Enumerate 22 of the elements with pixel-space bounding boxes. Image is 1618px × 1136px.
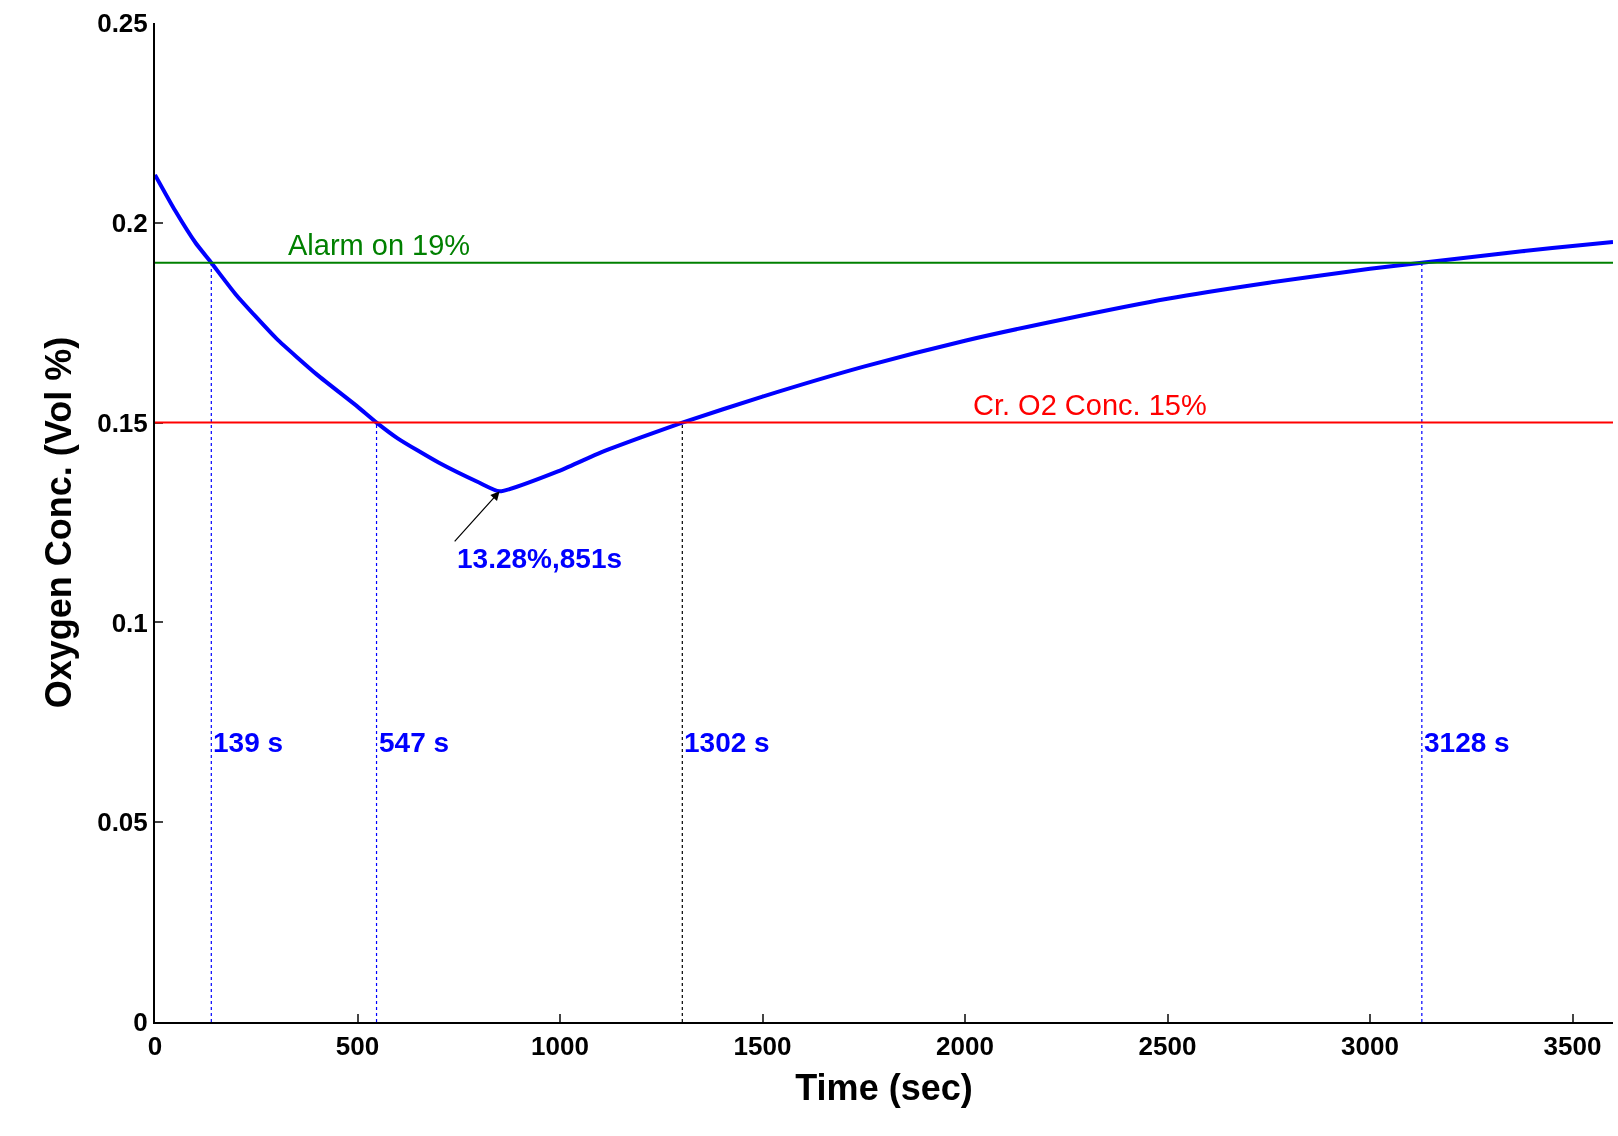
y-tick-label: 0.2: [111, 207, 148, 238]
y-tick-label: 0.05: [97, 807, 148, 838]
x-tick-label: 2500: [1138, 1031, 1197, 1062]
annotation: 547 s: [379, 727, 450, 758]
annotation: 139 s: [213, 727, 284, 758]
annotation: 3128 s: [1424, 727, 1510, 758]
annotation: 13.28%,851s: [457, 543, 623, 574]
x-tick-label: 3000: [1341, 1031, 1399, 1062]
y-tick-label: 0.15: [97, 407, 148, 438]
ref-line-label: Alarm on 19%: [288, 229, 471, 261]
x-tick-label: 1500: [733, 1031, 792, 1062]
y-tick-label: 0.1: [111, 607, 148, 638]
y-tick-label: 0.25: [97, 8, 148, 39]
x-tick-label: 1000: [531, 1031, 589, 1062]
annotation: 1302 s: [684, 727, 770, 758]
y-tick-label: 0: [133, 1007, 148, 1038]
y-axis-title: Oxygen Conc. (Vol %): [37, 336, 79, 709]
ref-line-label: Cr. O2 Conc. 15%: [973, 389, 1207, 421]
x-tick-label: 500: [335, 1031, 380, 1062]
x-axis-title: Time (sec): [795, 1067, 973, 1109]
x-tick-label: 2000: [936, 1031, 994, 1062]
x-tick-label: 3500: [1543, 1031, 1602, 1062]
